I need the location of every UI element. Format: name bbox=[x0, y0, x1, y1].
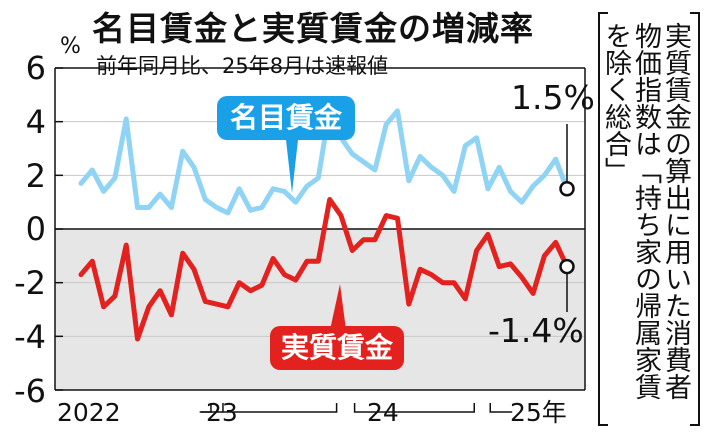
nominal-wage-line bbox=[78, 105, 570, 216]
x-tick-label: 25年 bbox=[510, 398, 567, 427]
footnote: 実質賃金の算出に用いた消費者物価指数は「持ち家の帰属家賃を除く総合」 bbox=[598, 12, 700, 432]
real-latest-point bbox=[559, 258, 575, 275]
y-tick-label: -4 bbox=[14, 318, 46, 356]
year-2025-bracket bbox=[489, 403, 513, 413]
real-wage-line bbox=[78, 197, 570, 342]
real-label-pointer bbox=[330, 284, 346, 330]
chart-title: 名目賃金と実質賃金の増減率 bbox=[92, 9, 534, 48]
footnote-text: 実質賃金の算出に用いた消費者物価指数は「持ち家の帰属家賃を除く総合」 bbox=[600, 22, 691, 400]
y-tick-label: 0 bbox=[25, 210, 46, 248]
real-latest-value: -1.4% bbox=[488, 311, 584, 350]
footnote-bracket-right bbox=[690, 12, 700, 426]
footnote-bracket-left bbox=[598, 12, 608, 426]
nominal-label-pointer bbox=[286, 140, 298, 193]
y-tick-label: -2 bbox=[14, 264, 46, 302]
y-tick-label: -6 bbox=[14, 372, 46, 410]
year-2023-bracket-frame bbox=[222, 403, 338, 413]
year-2024-bracket bbox=[353, 403, 475, 413]
chart-subtitle: 前年同月比、25年8月は速報値 bbox=[96, 54, 389, 78]
y-tick-label: 6 bbox=[25, 49, 46, 87]
x-tick-label: 24 bbox=[367, 398, 399, 427]
x-tick-label: 2022 bbox=[57, 398, 121, 427]
nominal-series-label: 名目賃金 bbox=[217, 96, 355, 140]
nominal-latest-value: 1.5% bbox=[511, 78, 595, 117]
x-tick-label: 23 bbox=[206, 398, 238, 427]
y-tick-label: 2 bbox=[25, 157, 46, 195]
nominal-latest-point bbox=[559, 181, 575, 197]
y-axis-unit: % bbox=[60, 34, 81, 59]
y-tick-label: 4 bbox=[25, 103, 46, 141]
real-series-label: 実質賃金 bbox=[270, 326, 404, 370]
